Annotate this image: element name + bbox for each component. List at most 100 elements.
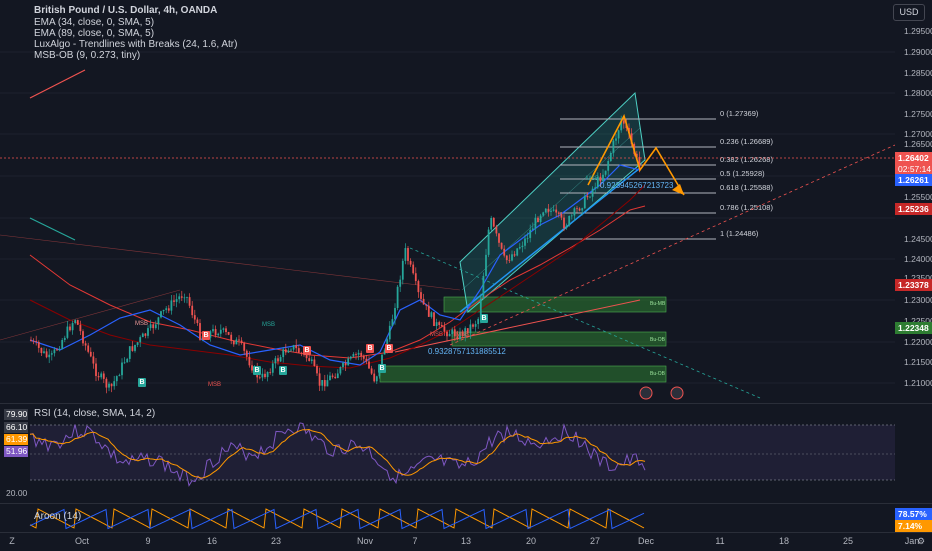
candle-body [219,329,222,334]
candle-body [123,362,126,364]
date-label: 18 [778,536,790,546]
candle-body [126,358,129,363]
fib-label-2: 0.382 (1.26268) [720,155,773,164]
candle-body [355,354,357,355]
timezone-button[interactable]: Z [9,536,15,546]
candle-body [154,324,157,329]
candle-body [552,209,555,211]
msb-label-3: MSB [208,382,221,388]
candle-body [63,337,66,340]
candle-body [495,226,498,234]
candle-body [113,381,116,387]
candle-body [539,215,542,223]
candle-body [230,334,233,341]
msb-label-2: MSB [262,322,275,328]
candle-body [383,350,386,355]
buy-signal-marker: B [253,366,261,375]
candle-body [97,376,100,378]
price-axis[interactable] [895,0,932,532]
candle-body [586,195,589,198]
main-chart[interactable]: Bu-MB Bu-OB Bu-OB 0 (1.27369) 0.236 (1.2… [0,0,895,400]
candle-body [326,380,329,387]
candle-body [110,383,113,387]
candle-body [53,349,56,354]
level-price-tag: 1.22348 [895,322,932,334]
candle-body [563,217,565,229]
aroon-pane[interactable] [0,505,895,532]
legend-ema-89[interactable]: EMA (89, close, 0, SMA, 5) [34,28,155,39]
candle-body [607,161,610,171]
candle-body [526,237,529,239]
candle-body [591,188,594,197]
candle-body [422,298,425,305]
rsi-tag: 79.90 [4,409,28,420]
candle-body [516,248,519,256]
candle-body [466,328,469,333]
currency-button[interactable]: USD [893,4,925,21]
date-label: 20 [525,536,537,546]
candle-body [615,138,617,141]
candle-body [222,328,225,330]
candle-body [529,229,532,238]
candle-body [505,255,508,261]
symbol-title[interactable]: British Pound / U.S. Dollar, 4h, OANDA [34,5,218,16]
candle-body [209,331,212,338]
candle-body [568,215,571,226]
candle-body [420,292,422,299]
candle-body [297,348,300,353]
pane-separator[interactable] [0,403,932,404]
candle-body [596,176,599,188]
legend-luxalgo[interactable]: LuxAlgo - Trendlines with Breaks (24, 1.… [34,39,238,50]
candle-body [573,208,576,216]
buy-signal-marker: B [303,346,311,355]
candle-body [344,362,347,366]
candle-body [50,353,53,355]
candle-body [89,351,92,357]
candle-body [149,324,152,329]
time-axis[interactable] [0,532,932,551]
candle-body [308,358,311,362]
buy-signal-marker: B [202,331,210,340]
candle-body [45,351,48,358]
candle-body [217,333,220,336]
price-tick: 1.28000 [904,88,932,98]
aroon-up-tag: 78.57% [895,508,932,520]
candle-body [141,333,144,338]
candle-body [342,362,344,368]
buy-signal-marker: B [138,378,146,387]
candle-body [292,345,295,350]
candle-body [329,375,331,381]
candle-body [58,348,61,350]
rsi-tag: 66.10 [4,422,28,433]
candle-body [594,187,597,189]
order-block-mb [443,296,667,313]
date-label: Dec [637,536,655,546]
settings-icon[interactable]: ⚙ [916,536,926,546]
candle-body [76,320,79,325]
legend-ema-34[interactable]: EMA (34, close, 0, SMA, 5) [34,17,155,28]
rsi-tag: 51.96 [4,446,28,457]
pane-separator[interactable] [0,503,932,504]
candle-body [178,296,181,300]
rsi-pane[interactable] [0,405,895,502]
price-tick: 1.25500 [904,192,932,202]
rsi-legend[interactable]: RSI (14, close, SMA, 14, 2) [34,408,156,419]
candle-body [305,353,308,359]
price-tick: 1.22500 [904,316,932,326]
candle-body [443,326,446,332]
candle-body [232,340,235,345]
candle-body [131,346,134,351]
candle-body [282,349,285,358]
candle-body [160,311,162,318]
candle-body [638,157,641,168]
candle-body [225,328,227,333]
candle-body [188,297,191,306]
candle-body [492,218,495,227]
date-label: Jan [904,536,920,546]
ob-label-3: Bu-OB [650,371,666,377]
candle-body [394,307,396,320]
legend-msb-ob[interactable]: MSB-OB (9, 0.273, tiny) [34,50,141,61]
price-tick: 1.27000 [904,129,932,139]
aroon-legend[interactable]: Aroon (14) [34,511,82,522]
candle-body [433,312,435,326]
